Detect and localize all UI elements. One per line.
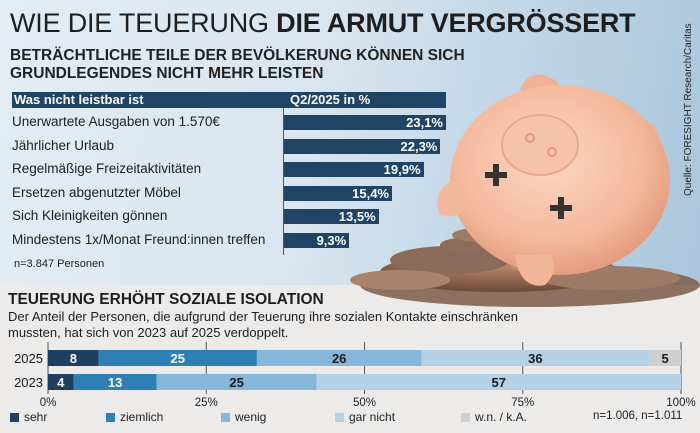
category-label: 2023: [14, 375, 43, 390]
row-label: Mindestens 1x/Monat Freund:innen treffen: [12, 231, 266, 247]
piggy-bank: [437, 74, 670, 286]
bar-value-label: 9,3%: [316, 232, 347, 248]
subtitle: BETRÄCHTLICHE TEILE DER BEVÖLKERUNG KÖNN…: [10, 47, 465, 82]
segment-value-label: 4: [57, 375, 65, 390]
piggy-bank-illustration: [350, 74, 700, 307]
bar-segment-wenig: [156, 374, 317, 390]
header-what: Was nicht leistbar ist: [14, 92, 144, 107]
x-tick-label: 50%: [353, 397, 376, 406]
page-title: WIE DIE TEUERUNG DIE ARMUT VERGRÖSSERT: [10, 8, 636, 39]
legend-item: gar nicht: [335, 410, 395, 424]
header-value: Q2/2025 in %: [290, 92, 371, 107]
bar-segment-gar-nicht: [316, 374, 681, 390]
legend-item: sehr: [10, 410, 47, 424]
bar: 9,3%: [284, 232, 350, 248]
x-tick-label: 25%: [195, 397, 218, 406]
segment-value-label: 36: [528, 351, 542, 366]
plus-mark-icon: [550, 197, 572, 219]
sample-size-note: n=3.847 Personen: [14, 258, 105, 270]
bar-value-label: 15,4%: [352, 185, 389, 201]
legend-label: wenig: [235, 410, 267, 424]
table-header: Was nicht leistbar ist Q2/2025 in %: [12, 92, 446, 108]
sample-size-note-2: n=1.006, n=1.011: [593, 410, 683, 422]
row-label: Unerwartete Ausgaben von 1.570€: [12, 114, 220, 129]
legend-item: wenig: [221, 410, 266, 424]
bar-segment-gar-nicht: [421, 350, 650, 366]
legend-label: w.n. / k.A.: [475, 410, 528, 424]
segment-value-label: 25: [229, 375, 243, 390]
bar: 19,9%: [284, 162, 424, 177]
row-label: Ersetzen abgenutzter Möbel: [12, 184, 181, 200]
row-label: Jährlicher Urlaub: [12, 137, 115, 153]
segment-value-label: 13: [108, 375, 122, 390]
section-title: TEUERUNG ERHÖHT SOZIALE ISOLATION: [8, 291, 324, 308]
legend-item: ziemlich: [106, 410, 163, 424]
segment-value-label: 25: [171, 351, 185, 366]
category-label: 2025: [14, 351, 43, 366]
legend-label: ziemlich: [120, 410, 164, 424]
legend-item: w.n. / k.A.: [461, 410, 527, 424]
bar: 22,3%: [284, 138, 441, 154]
bar: 23,1%: [284, 115, 446, 130]
x-tick-label: 0%: [40, 397, 57, 406]
legend-label: sehr: [24, 410, 48, 424]
title-light: WIE DIE TEUERUNG: [10, 8, 277, 38]
section-description: Der Anteil der Personen, die aufgrund de…: [8, 309, 518, 340]
legend-swatch: [335, 413, 344, 422]
row-label: Sich Kleinigkeiten gönnen: [12, 208, 168, 223]
bar-segment-w-n----k-a-: [649, 350, 681, 366]
segment-value-label: 5: [662, 351, 669, 366]
bar-segment-wenig: [256, 350, 422, 366]
bar-segment-ziemlich: [98, 350, 257, 366]
bar-value-label: 22,3%: [400, 138, 438, 154]
x-tick-label: 100%: [666, 397, 695, 406]
legend-label: gar nicht: [349, 410, 396, 424]
segment-value-label: 8: [70, 351, 77, 366]
bar-segment-ziemlich: [73, 374, 157, 390]
legend-swatch: [106, 413, 115, 422]
bar-segment-sehr: [48, 374, 74, 390]
segment-value-label: 26: [332, 351, 346, 366]
legend-swatch: [461, 413, 470, 422]
legend-swatch: [10, 413, 19, 422]
axis-line: [283, 108, 284, 255]
title-bold: DIE ARMUT VERGRÖSSERT: [276, 8, 636, 38]
plus-mark-icon: [485, 164, 507, 186]
row-label: Regelmäßige Freizeitaktivitäten: [12, 161, 202, 176]
bar: 15,4%: [284, 185, 392, 201]
bar: 13,5%: [284, 209, 379, 224]
bar-value-label: 23,1%: [406, 115, 443, 130]
stacked-bar-chart: 0% 25% 50% 75% 100% 2025 8 25 26 36 5 2023 4 13 25 57: [14, 342, 696, 406]
bar-value-label: 13,5%: [338, 209, 376, 224]
x-tick-label: 75%: [511, 397, 534, 406]
legend-swatch: [221, 413, 230, 422]
bar-segment-sehr: [48, 350, 99, 366]
bar-value-label: 19,9%: [383, 162, 421, 177]
segment-value-label: 57: [492, 375, 506, 390]
